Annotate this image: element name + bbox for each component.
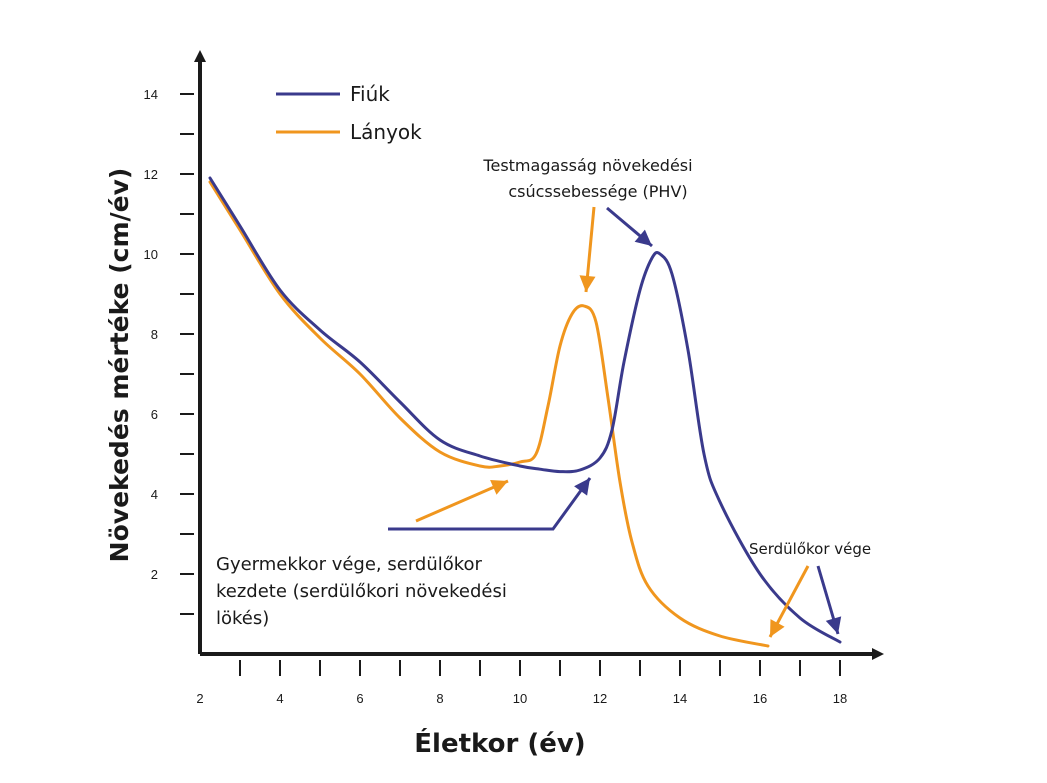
annotation-childhood-line-1: Gyermekkor vége, serdülőkor bbox=[216, 554, 483, 575]
y-tick-label: 4 bbox=[151, 487, 158, 502]
legend-label-boys: Fiúk bbox=[350, 82, 390, 106]
annotation-childhood-line-2: kezdete (serdülőkori növekedési bbox=[216, 581, 507, 602]
x-tick-label: 10 bbox=[513, 691, 527, 706]
phv-arrow-girls bbox=[579, 206, 596, 293]
end-arrow-girls bbox=[768, 565, 810, 638]
annotation-end-label: Serdülőkor vége bbox=[749, 540, 871, 558]
x-tick-label: 12 bbox=[593, 691, 607, 706]
onset-arrow-boys bbox=[388, 477, 592, 531]
annotation-arrows bbox=[388, 206, 842, 638]
onset-arrow-girls bbox=[415, 479, 509, 523]
x-tick-label: 14 bbox=[673, 691, 687, 706]
y-tick-label: 14 bbox=[144, 87, 158, 102]
phv-arrow-girls-head bbox=[579, 275, 596, 292]
x-tick-label: 2 bbox=[196, 691, 203, 706]
x-tick-label: 8 bbox=[436, 691, 443, 706]
x-tick-label: 16 bbox=[753, 691, 767, 706]
series bbox=[208, 176, 842, 648]
x-tick-label: 6 bbox=[356, 691, 363, 706]
y-axis-title: Növekedés mértéke (cm/év) bbox=[105, 168, 134, 563]
legend-label-girls: Lányok bbox=[350, 120, 422, 144]
x-tick-label: 18 bbox=[833, 691, 847, 706]
onset-arrow-girls-head bbox=[490, 480, 508, 495]
axes bbox=[194, 50, 884, 660]
series-line-boys bbox=[208, 176, 842, 644]
end-arrow-boys-head bbox=[825, 616, 842, 634]
onset-arrow-boys-shaft bbox=[388, 477, 592, 531]
y-tick-label: 12 bbox=[144, 167, 158, 182]
ticks: 2 4 6 8 10 12 14 16 18 2 4 6 8 10 12 14 bbox=[144, 87, 848, 706]
annotation-phv-line-1: Testmagasság növekedési bbox=[482, 156, 692, 175]
y-tick-label: 8 bbox=[151, 327, 158, 342]
y-tick-label: 6 bbox=[151, 407, 158, 422]
end-arrow-girls-head bbox=[770, 619, 785, 637]
annotation-phv-line-2: csúcssebessége (PHV) bbox=[508, 182, 687, 201]
x-tick-label: 4 bbox=[276, 691, 283, 706]
annotation-childhood-line-3: lökés) bbox=[216, 608, 269, 629]
x-axis-title: Életkor (év) bbox=[414, 727, 585, 759]
legend: Fiúk Lányok bbox=[276, 82, 422, 144]
series-line-girls bbox=[208, 180, 770, 648]
end-arrow-boys bbox=[816, 565, 842, 635]
y-tick-label: 2 bbox=[151, 567, 158, 582]
phv-arrow-boys bbox=[606, 206, 653, 248]
onset-arrow-boys-head bbox=[574, 478, 590, 496]
phv-arrow-boys-head bbox=[634, 229, 652, 246]
onset-arrow-girls-shaft bbox=[415, 479, 509, 523]
y-tick-label: 10 bbox=[144, 247, 158, 262]
